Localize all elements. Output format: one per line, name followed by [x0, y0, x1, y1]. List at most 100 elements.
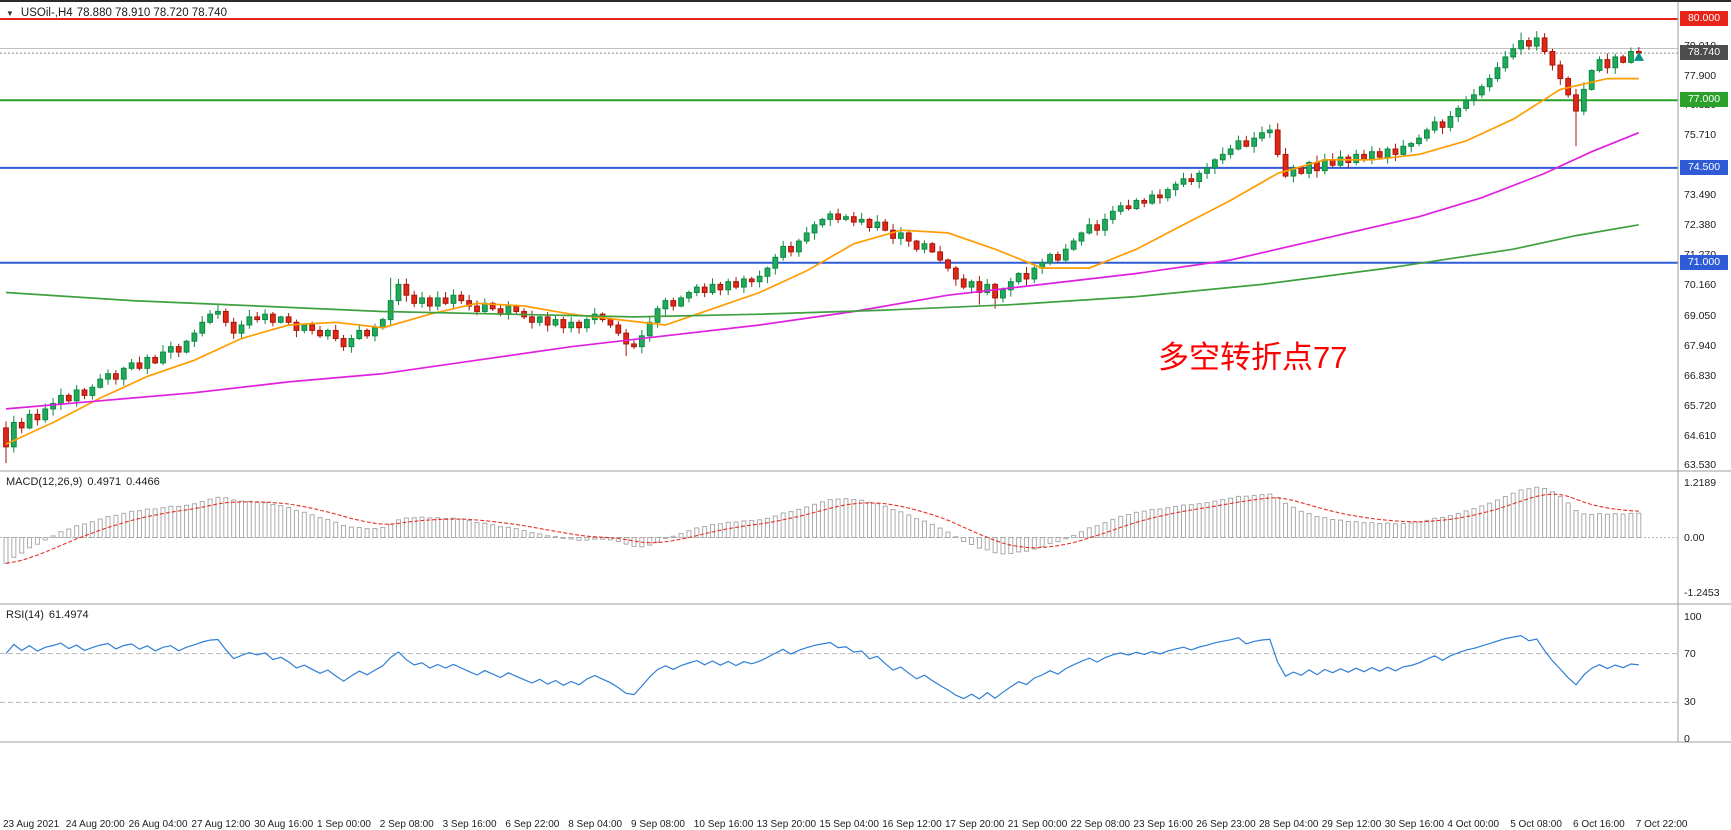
- bull-candle: [120, 367, 127, 380]
- macd-histogram-bar: [419, 516, 425, 539]
- chart-annotation-text: 多空转折点77: [1158, 340, 1348, 375]
- macd-histogram-bar: [1047, 537, 1053, 544]
- bear-candle: [18, 421, 25, 429]
- bull-candle: [1031, 267, 1038, 280]
- macd-histogram-bar: [1149, 509, 1155, 539]
- macd-histogram-bar: [1133, 511, 1139, 539]
- bull-candle: [1000, 289, 1006, 299]
- macd-histogram-bar: [741, 520, 747, 538]
- bear-candle: [952, 267, 959, 280]
- macd-histogram-bar: [1322, 517, 1328, 539]
- macd-histogram-bar: [372, 528, 378, 538]
- macd-histogram-bar: [1290, 506, 1296, 539]
- bear-candle: [65, 394, 72, 402]
- macd-histogram-bar: [1235, 495, 1241, 538]
- macd-histogram-bar: [42, 537, 48, 541]
- bull-candle: [921, 243, 928, 250]
- x-date-label: 2 Sep 08:00: [379, 819, 434, 830]
- bull-candle: [843, 216, 849, 220]
- bull-candle: [1227, 148, 1234, 155]
- macd-histogram-bar: [906, 514, 912, 538]
- macd-histogram-bar: [961, 537, 967, 543]
- bull-candle: [1172, 183, 1179, 191]
- bear-candle: [937, 251, 944, 261]
- macd-histogram-bar: [780, 512, 786, 539]
- macd-histogram-bar: [443, 517, 449, 539]
- bear-candle: [992, 283, 999, 299]
- main-chart-pane[interactable]: [0, 16, 1678, 468]
- macd-histogram-bar: [474, 522, 480, 538]
- bull-candle: [167, 346, 174, 353]
- macd-histogram-bar: [1424, 519, 1430, 538]
- bull-candle: [1337, 156, 1344, 166]
- macd-histogram-bar: [1063, 537, 1069, 540]
- macd-histogram-bar: [66, 528, 72, 539]
- bull-candle: [1149, 194, 1155, 204]
- macd-pane[interactable]: [0, 472, 1678, 603]
- macd-histogram-bar: [851, 499, 857, 539]
- macd-histogram-bar: [725, 521, 731, 539]
- macd-histogram-bar: [74, 525, 80, 538]
- macd-histogram-bar: [788, 511, 794, 538]
- bull-candle: [1384, 148, 1391, 158]
- time-axis[interactable]: 23 Aug 2021 24 Aug 20:00 26 Aug 04:00 27 Au…: [0, 819, 1731, 830]
- macd-histogram-bar: [1181, 504, 1186, 539]
- macd-indicator-label: MACD(12,26,9) 0.4971 0.4466: [6, 476, 165, 488]
- macd-histogram-bar: [168, 505, 174, 539]
- bear-candle: [474, 305, 480, 312]
- bull-candle: [144, 356, 151, 369]
- x-date-label: 24 Aug 20:00: [65, 819, 125, 830]
- bear-candle: [309, 324, 316, 331]
- macd-histogram-bar: [286, 507, 292, 539]
- macd-histogram-bar: [176, 505, 182, 538]
- bull-candle: [1266, 129, 1273, 134]
- trade-arrow-marker: [1633, 51, 1644, 61]
- bull-candle: [568, 321, 575, 329]
- macd-histogram-bar: [969, 537, 975, 546]
- symbol-timeframe-label: USOil-,H4: [20, 7, 73, 19]
- macd-histogram-bar: [1620, 513, 1626, 539]
- macd-histogram-bar: [859, 499, 865, 538]
- x-date-label: 7 Oct 22:00: [1635, 819, 1688, 830]
- macd-histogram-bar: [262, 502, 268, 538]
- bull-candle: [1494, 67, 1501, 80]
- macd-histogram-bar: [1361, 522, 1367, 538]
- macd-histogram-bar: [898, 511, 904, 538]
- bull-candle: [215, 310, 221, 315]
- macd-histogram-bar: [317, 517, 323, 538]
- macd-histogram-bar: [647, 537, 653, 546]
- bear-candle: [1573, 94, 1579, 112]
- macd-histogram-bar: [662, 537, 668, 539]
- macd-histogram-bar: [1008, 537, 1014, 554]
- chart-menu-triangle-icon[interactable]: ▼: [6, 9, 14, 18]
- bull-candle: [874, 221, 881, 229]
- bull-candle: [1007, 281, 1014, 291]
- bear-candle: [1392, 148, 1399, 155]
- macd-histogram-bar: [1228, 497, 1234, 539]
- bull-candle: [1219, 153, 1226, 161]
- macd-histogram-bar: [1549, 491, 1555, 538]
- x-date-label: 26 Sep 23:00: [1196, 819, 1256, 830]
- macd-histogram-bar: [1471, 508, 1477, 538]
- macd-histogram-bar: [82, 523, 87, 538]
- slow-ma-line: [5, 223, 1639, 318]
- bull-candle: [1259, 132, 1265, 139]
- ohlc-quote-label: 78.880 78.910 78.720 78.740: [76, 7, 227, 19]
- bull-candle: [1502, 56, 1509, 69]
- bear-candle: [788, 245, 794, 253]
- macd-histogram-bar: [1243, 495, 1249, 539]
- bear-candle: [670, 300, 677, 307]
- rsi-pane[interactable]: [0, 605, 1678, 742]
- macd-histogram-bar: [1204, 502, 1210, 539]
- bull-candle: [984, 283, 991, 294]
- macd-histogram-bar: [890, 509, 896, 538]
- macd-histogram-bar: [1031, 537, 1037, 550]
- bull-candle: [1518, 40, 1524, 50]
- bull-candle: [183, 340, 190, 353]
- macd-histogram-bar: [678, 533, 684, 538]
- bear-candle: [458, 294, 465, 302]
- bear-candle: [1620, 56, 1626, 63]
- macd-histogram-bar: [670, 535, 676, 538]
- macd-histogram-bar: [615, 537, 621, 542]
